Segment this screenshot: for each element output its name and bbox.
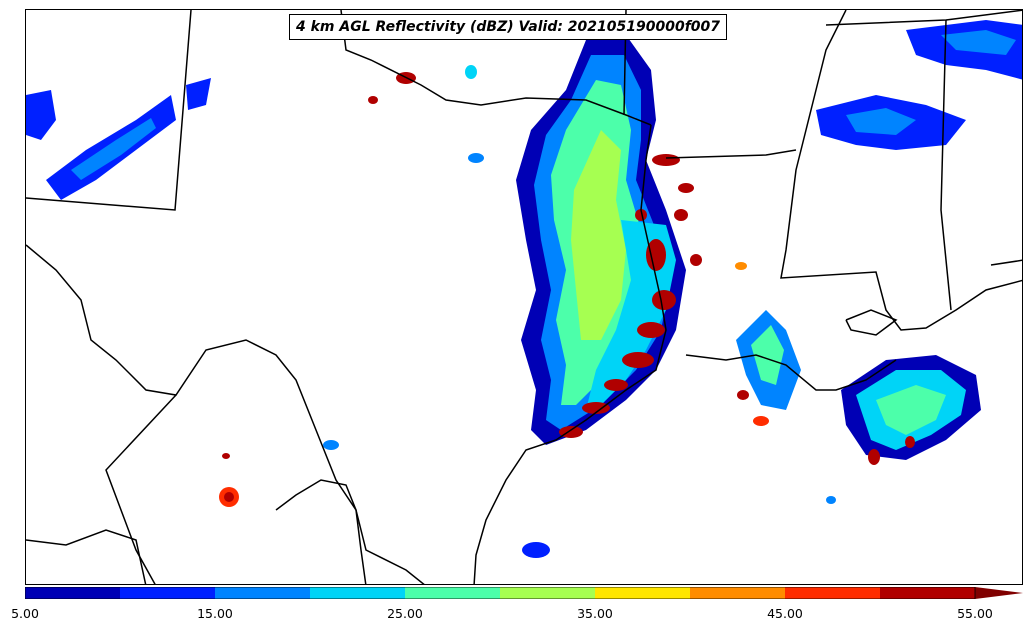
colorbar-segment [690,587,786,599]
reflectivity-colorbar [25,587,1023,599]
colorbar-tick-label: 15.00 [197,606,233,621]
colorbar-segment [25,587,121,599]
colorbar-segment [785,587,881,599]
map-title: 4 km AGL Reflectivity (dBZ) Valid: 20210… [289,14,728,40]
colorbar-tick-label: 25.00 [387,606,423,621]
colorbar-tick-label: 45.00 [767,606,803,621]
map-panel [25,9,1023,585]
reflectivity-field [26,20,1022,558]
colorbar-segment [595,587,691,599]
colorbar-extend-arrow [975,587,1023,599]
colorbar-segment [500,587,596,599]
colorbar-segment [405,587,501,599]
colorbar-segment [120,587,216,599]
colorbar-tick-label: 35.00 [577,606,613,621]
colorbar-tick-label: 55.00 [957,606,993,621]
boundary-lines [26,10,1022,584]
colorbar-tick-label: 5.00 [11,606,39,621]
colorbar-segment [880,587,976,599]
colorbar-segment [215,587,311,599]
colorbar-segment [310,587,406,599]
